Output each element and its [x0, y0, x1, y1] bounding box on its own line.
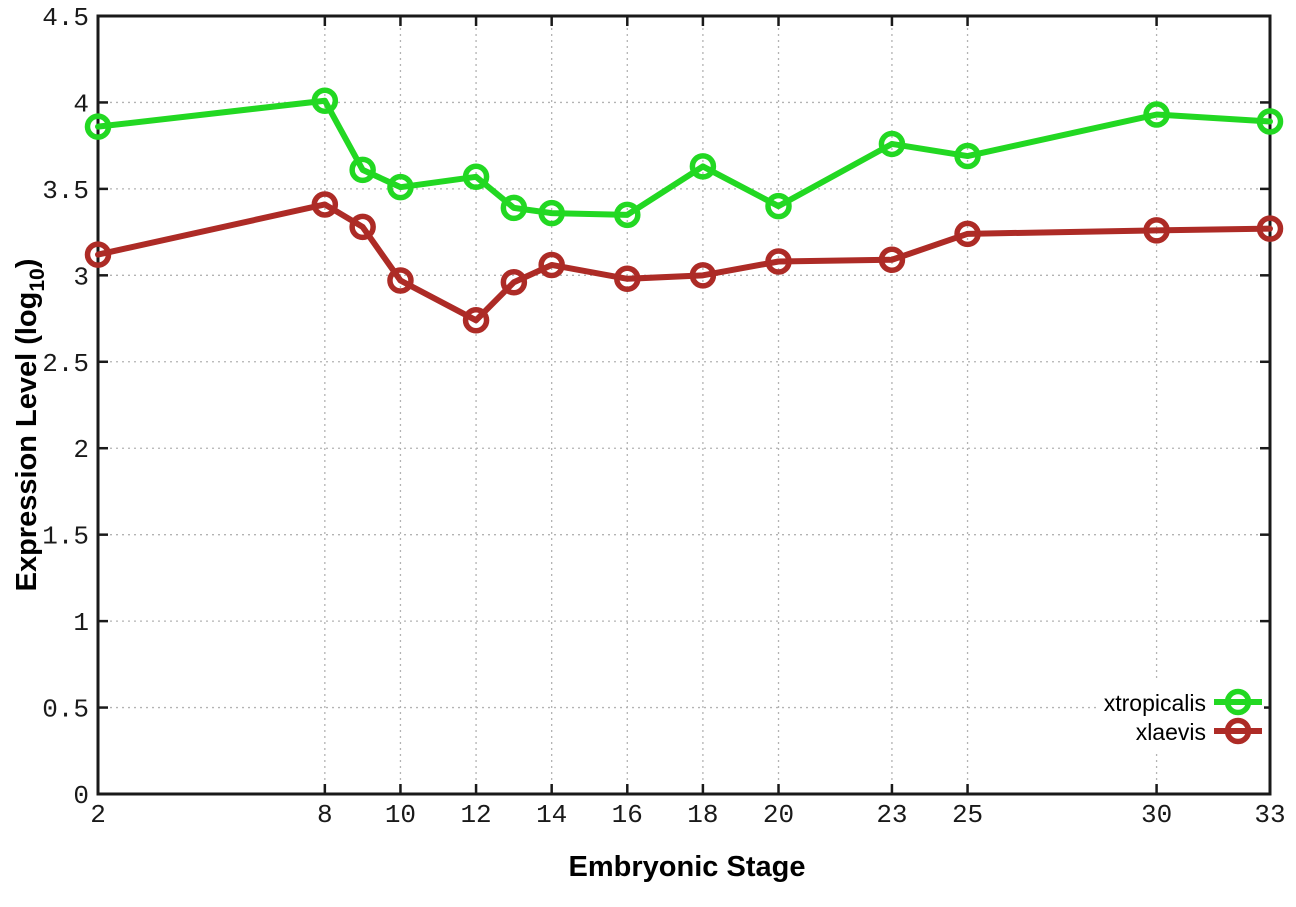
data-point-xlaevis [462, 307, 490, 334]
data-point-xtropicalis [462, 163, 490, 191]
data-point-xlaevis [387, 267, 414, 294]
data-point-xlaevis [311, 191, 339, 218]
x-tick-label: 14 [536, 800, 567, 830]
legend-label-xlaevis: xlaevis [1136, 719, 1206, 745]
data-point-xtropicalis [689, 153, 717, 180]
data-point-xtropicalis [349, 156, 376, 184]
data-point-xtropicalis [538, 199, 565, 227]
data-point-xtropicalis [1256, 108, 1284, 135]
x-tick-label: 25 [952, 800, 983, 830]
x-tick-label: 16 [612, 800, 643, 830]
data-point-xtropicalis [84, 113, 112, 140]
data-point-xtropicalis [387, 173, 414, 201]
x-tick-label: 2 [90, 800, 106, 830]
legend-marker-xtropicalis-circle-icon [1224, 688, 1252, 716]
data-point-xlaevis [1143, 217, 1170, 244]
data-point-xtropicalis [311, 87, 339, 114]
plot-border [96, 14, 1272, 796]
data-point-xlaevis [689, 262, 717, 289]
y-tick-label: 1.5 [42, 522, 89, 552]
data-point-xtropicalis [954, 142, 981, 170]
grid-layer [97, 15, 1271, 795]
data-point-xlaevis [538, 251, 565, 279]
series-line-xlaevis [95, 201, 1273, 324]
x-tick-label: 8 [317, 800, 333, 830]
legend-marker-xlaevis-circle-icon [1224, 717, 1252, 745]
legend: xtropicalis xlaevis [1098, 682, 1264, 750]
data-point-xtropicalis [878, 130, 906, 158]
y-axis-title: Expression Level (log10) [11, 259, 49, 592]
data-point-xlaevis [500, 268, 528, 296]
data-point-xlaevis [614, 265, 641, 293]
y-tick-label: 3 [73, 262, 89, 292]
x-tick-label: 23 [876, 800, 907, 830]
y-tick-label: 2 [73, 435, 89, 465]
y-tick-label: 1 [73, 608, 89, 638]
y-tick-label: 4 [73, 89, 89, 119]
data-point-xlaevis [1256, 215, 1284, 242]
legend-label-xtropicalis: xtropicalis [1104, 690, 1206, 716]
data-point-xtropicalis [500, 194, 528, 222]
y-tick-label: 4.5 [42, 3, 89, 33]
x-tick-label: 30 [1141, 800, 1172, 830]
y-tick-label: 3.5 [42, 176, 89, 206]
data-point-xlaevis [878, 246, 906, 274]
x-tick-label: 12 [460, 800, 491, 830]
series-layer [84, 87, 1284, 334]
legend-entry-xlaevis: xlaevis [1136, 717, 1262, 745]
y-tick-label: 0.5 [42, 695, 89, 725]
data-point-xtropicalis [765, 192, 792, 220]
y-tick-label: 2.5 [42, 349, 89, 379]
data-point-xlaevis [84, 241, 112, 268]
y-tick-label: 0 [73, 781, 89, 811]
legend-entry-xtropicalis: xtropicalis [1104, 688, 1262, 716]
data-point-xlaevis [349, 213, 376, 241]
tick-layer: 2 8 10 12 14 16 18 20 23 25 30 33 0 0.5 1 1.5 2 2.5 3 3.5 4 4… [42, 3, 1285, 830]
data-point-xlaevis [954, 220, 981, 248]
series-line-xtropicalis [95, 97, 1273, 218]
data-point-xtropicalis [614, 201, 641, 229]
x-tick-label: 18 [687, 800, 718, 830]
data-point-xtropicalis [1143, 101, 1170, 128]
x-tick-label: 20 [763, 800, 794, 830]
data-point-xlaevis [765, 248, 792, 275]
x-axis-title: Embryonic Stage [569, 851, 806, 883]
x-tick-label: 10 [385, 800, 416, 830]
x-tick-label: 33 [1254, 800, 1285, 830]
